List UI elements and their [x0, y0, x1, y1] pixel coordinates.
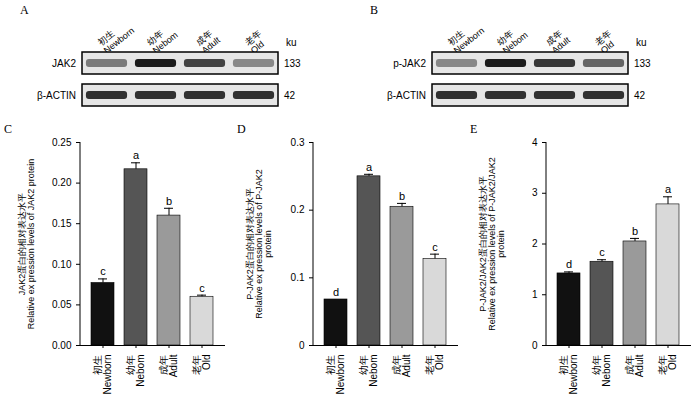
- svg-text:0.2: 0.2: [291, 204, 305, 215]
- svg-text:133: 133: [634, 58, 651, 69]
- svg-text:幼年Nebom: 幼年Nebom: [358, 355, 379, 387]
- svg-text:β-ACTIN: β-ACTIN: [37, 90, 76, 101]
- svg-text:初生Newborn: 初生Newborn: [92, 355, 113, 395]
- svg-text:ku: ku: [286, 37, 297, 48]
- svg-text:3: 3: [532, 187, 538, 198]
- svg-text:b: b: [632, 225, 638, 237]
- svg-text:0: 0: [532, 340, 538, 351]
- svg-text:c: c: [199, 282, 205, 294]
- svg-text:0: 0: [299, 340, 305, 351]
- svg-text:JAK2蛋白的相对表达水平Relative ex press: JAK2蛋白的相对表达水平Relative ex pression levels…: [17, 159, 36, 330]
- svg-text:133: 133: [284, 58, 301, 69]
- svg-text:老年Old: 老年Old: [191, 355, 212, 375]
- html-text:老年: 老年: [592, 28, 613, 48]
- svg-text:初生Newborn: 初生Newborn: [325, 355, 346, 395]
- svg-text:42: 42: [634, 90, 646, 101]
- svg-text:b: b: [166, 195, 172, 207]
- svg-text:1: 1: [532, 289, 538, 300]
- svg-text:0.25: 0.25: [52, 137, 72, 148]
- svg-text:42: 42: [284, 90, 296, 101]
- html-text:D: D: [237, 122, 246, 136]
- html-text:E: E: [470, 122, 478, 136]
- svg-text:A: A: [20, 3, 29, 17]
- svg-text:d: d: [333, 286, 339, 298]
- svg-text:a: a: [366, 161, 373, 173]
- svg-text:0.20: 0.20: [52, 177, 72, 188]
- html-text:老年: 老年: [242, 28, 263, 48]
- html-text:Old: Old: [248, 38, 266, 56]
- svg-text:成年Adult: 成年Adult: [194, 27, 223, 56]
- svg-text:老年Old: 老年Old: [424, 355, 445, 375]
- svg-text:a: a: [133, 149, 140, 161]
- html-text:C: C: [4, 122, 12, 136]
- svg-text:幼年Nebom: 幼年Nebom: [495, 22, 530, 56]
- svg-text:幼年Nebom: 幼年Nebom: [591, 355, 612, 387]
- svg-text:0.15: 0.15: [52, 218, 72, 229]
- svg-text:成年Adult: 成年Adult: [391, 354, 412, 377]
- svg-text:初生Newborn: 初生Newborn: [96, 18, 137, 56]
- svg-text:0.05: 0.05: [52, 299, 72, 310]
- svg-text:c: c: [100, 265, 106, 277]
- svg-text:β-ACTIN: β-ACTIN: [387, 90, 426, 101]
- svg-text:JAK2: JAK2: [52, 58, 76, 69]
- svg-text:成年Adult: 成年Adult: [624, 354, 645, 377]
- svg-text:2: 2: [532, 238, 538, 249]
- svg-text:B: B: [370, 3, 378, 17]
- svg-text:初生Newborn: 初生Newborn: [558, 355, 579, 395]
- svg-text:P-JAK2蛋白的相对表达水平Relative ex pre: P-JAK2蛋白的相对表达水平Relative ex pression leve…: [245, 169, 273, 319]
- svg-text:老年Old: 老年Old: [657, 355, 678, 375]
- svg-text:b: b: [399, 190, 405, 202]
- svg-text:c: c: [432, 241, 438, 253]
- svg-text:0.1: 0.1: [291, 272, 305, 283]
- svg-text:幼年Nebom: 幼年Nebom: [145, 22, 180, 56]
- svg-text:P-JAK2/JAK2蛋白的相对表达水平Relative e: P-JAK2/JAK2蛋白的相对表达水平Relative ex pression…: [478, 157, 506, 331]
- svg-text:c: c: [599, 246, 605, 258]
- svg-text:成年Adult: 成年Adult: [544, 27, 573, 56]
- svg-text:幼年Nebom: 幼年Nebom: [125, 355, 146, 387]
- svg-text:a: a: [665, 183, 672, 195]
- svg-text:ku: ku: [636, 37, 647, 48]
- html-text:Old: Old: [598, 38, 616, 56]
- svg-text:0.3: 0.3: [291, 137, 305, 148]
- svg-text:初生Newborn: 初生Newborn: [446, 18, 487, 56]
- svg-text:p-JAK2: p-JAK2: [393, 58, 426, 69]
- svg-text:成年Adult: 成年Adult: [158, 354, 179, 377]
- svg-text:0.10: 0.10: [52, 259, 72, 270]
- svg-text:d: d: [566, 258, 572, 270]
- svg-text:0.00: 0.00: [52, 340, 72, 351]
- svg-text:4: 4: [532, 137, 538, 148]
